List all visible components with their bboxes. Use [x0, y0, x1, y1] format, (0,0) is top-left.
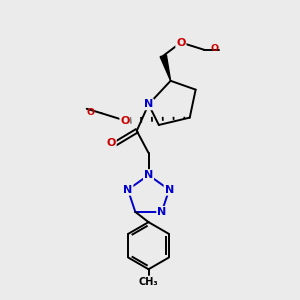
Text: O: O — [120, 116, 130, 126]
Text: N: N — [164, 185, 174, 195]
Text: O: O — [106, 138, 116, 148]
Text: O: O — [211, 44, 219, 52]
Text: O: O — [87, 107, 95, 116]
Text: N: N — [123, 185, 133, 195]
Text: CH₃: CH₃ — [139, 278, 158, 287]
Text: N: N — [144, 99, 153, 110]
Text: N: N — [144, 170, 153, 180]
Polygon shape — [160, 55, 171, 81]
Text: O: O — [176, 38, 186, 47]
Text: N: N — [157, 207, 167, 217]
